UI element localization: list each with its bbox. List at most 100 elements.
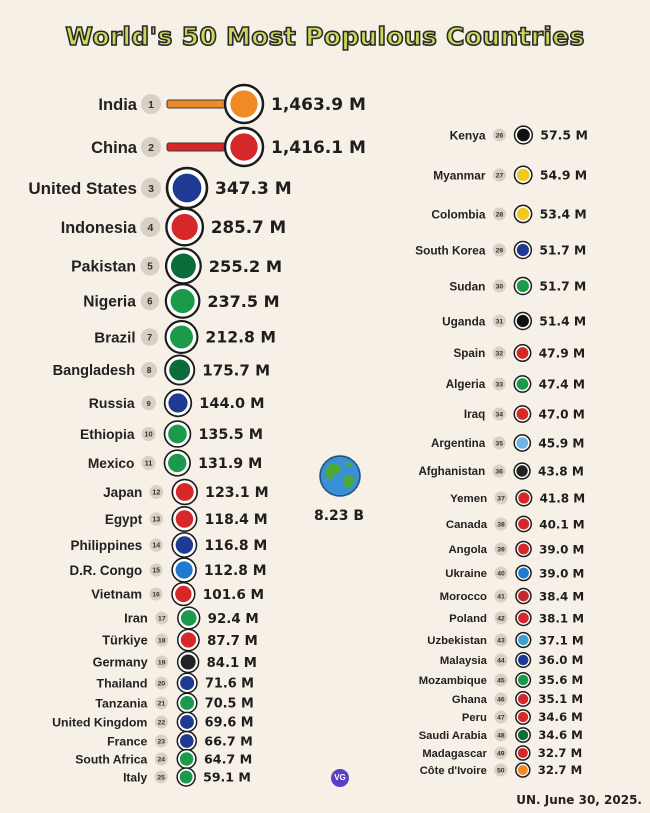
- country-name: Spain: [453, 347, 485, 360]
- rank-badge: [494, 673, 508, 687]
- population-value: 38.4 M: [539, 589, 584, 603]
- country-row: Philippines 14 116.8 M: [71, 532, 267, 558]
- population-value: 1,416.1 M: [271, 138, 366, 158]
- rank-badge: [492, 436, 506, 450]
- country-name: Colombia: [431, 207, 485, 221]
- rank-label: 16: [152, 591, 160, 598]
- country-row: Saudi Arabia 48 34.6 M: [419, 727, 583, 743]
- country-row: Algeria 33 47.4 M: [446, 375, 585, 393]
- population-value: 37.1 M: [539, 633, 584, 647]
- country-name: South Africa: [75, 752, 147, 766]
- country-row: United Kingdom 22 69.6 M: [52, 711, 254, 733]
- country-name: Saudi Arabia: [419, 730, 488, 742]
- country-name: Malaysia: [440, 655, 488, 667]
- rank-badge: [149, 512, 163, 526]
- flag-icon: [517, 654, 529, 666]
- flag-icon: [518, 634, 529, 646]
- rank-label: 32: [495, 350, 503, 357]
- rank-label: 9: [147, 399, 151, 408]
- rank-badge: [141, 94, 161, 114]
- rank-label: 41: [497, 593, 505, 600]
- country-name: Türkiye: [102, 633, 148, 648]
- country-name: Madagascar: [422, 748, 487, 760]
- population-value: 34.6 M: [538, 710, 583, 724]
- rank-badge: [154, 696, 168, 710]
- rank-label: 31: [496, 318, 504, 325]
- rank-badge: [492, 464, 506, 478]
- rank-badge: [149, 485, 164, 499]
- population-value: 36.0 M: [538, 653, 583, 667]
- rank-label: 10: [144, 430, 152, 439]
- population-value: 87.7 M: [207, 634, 258, 649]
- country-row: Iran 17 92.4 M: [124, 606, 259, 630]
- rank-badge: [494, 692, 508, 706]
- rank-badge: [141, 178, 161, 198]
- flag-icon: [516, 279, 529, 293]
- population-value: 51.7 M: [539, 243, 586, 257]
- population-value: 39.0 M: [539, 542, 584, 556]
- rank-label: 15: [152, 567, 160, 574]
- rank-badge: [493, 128, 507, 142]
- population-value: 116.8 M: [204, 538, 267, 554]
- rank-label: 6: [147, 297, 153, 308]
- population-value: 285.7 M: [211, 217, 286, 237]
- flag-icon: [516, 168, 530, 182]
- rank-label: 12: [152, 489, 160, 497]
- rank-badge: [494, 710, 508, 724]
- rank-label: 4: [147, 222, 153, 234]
- rank-label: 13: [152, 517, 160, 524]
- rank-label: 24: [157, 756, 165, 763]
- country-name: Uzbekistan: [427, 635, 487, 647]
- country-row: Thailand 20 71.6 M: [97, 672, 254, 694]
- country-name: Afghanistan: [418, 466, 485, 478]
- country-row: Ukraine 40 39.0 M: [445, 564, 584, 582]
- rank-badge: [149, 538, 163, 552]
- country-row: Madagascar 49 32.7 M: [422, 745, 582, 761]
- population-bar: [166, 99, 226, 109]
- rank-label: 22: [158, 719, 166, 726]
- country-row: Mozambique 45 35.6 M: [419, 672, 583, 688]
- rank-label: 37: [497, 495, 505, 502]
- rank-badge: [154, 715, 168, 729]
- country-row: Spain 32 47.9 M: [453, 344, 585, 362]
- rank-badge: [140, 256, 160, 276]
- rank-badge: [140, 328, 159, 346]
- flag-icon: [516, 243, 529, 257]
- country-name: Ethiopia: [80, 426, 135, 442]
- rank-label: 34: [495, 411, 503, 418]
- population-bar: [166, 142, 226, 152]
- population-value: 34.6 M: [538, 728, 583, 742]
- rank-badge: [492, 279, 506, 293]
- country-name: Russia: [89, 395, 135, 411]
- rank-label: 11: [145, 459, 153, 468]
- flag-icon: [517, 128, 530, 142]
- population-value: 175.7 M: [202, 361, 270, 379]
- rank-label: 18: [158, 637, 166, 644]
- flag-icon: [518, 518, 530, 530]
- flag-icon: [518, 567, 529, 579]
- country-row: Ethiopia 10 135.5 M: [80, 420, 263, 448]
- country-row: Malaysia 44 36.0 M: [440, 651, 583, 669]
- rank-badge: [154, 770, 168, 784]
- rank-label: 26: [496, 132, 504, 139]
- country-name: Tanzania: [95, 696, 147, 710]
- country-row: Italy 25 59.1 M: [123, 767, 251, 787]
- country-row: Indonesia 4 285.7 M: [61, 207, 286, 247]
- flag-icon: [517, 674, 529, 686]
- rank-label: 38: [497, 521, 505, 528]
- rank-label: 20: [158, 680, 166, 687]
- rank-label: 21: [158, 700, 166, 707]
- rank-label: 1: [148, 99, 154, 111]
- flag-icon: [180, 715, 194, 729]
- population-value: 59.1 M: [203, 770, 251, 785]
- country-row: Côte d'Ivoire 50 32.7 M: [420, 762, 582, 778]
- country-name: Germany: [93, 655, 148, 670]
- country-row: Bangladesh 8 175.7 M: [53, 354, 270, 386]
- country-name: Vietnam: [91, 587, 142, 602]
- rank-label: 8: [147, 365, 152, 375]
- population-value: 69.6 M: [205, 716, 254, 731]
- population-value: 41.8 M: [540, 491, 586, 505]
- country-name: Pakistan: [71, 259, 136, 276]
- country-name: Yemen: [450, 493, 487, 505]
- population-value: 84.1 M: [207, 656, 257, 671]
